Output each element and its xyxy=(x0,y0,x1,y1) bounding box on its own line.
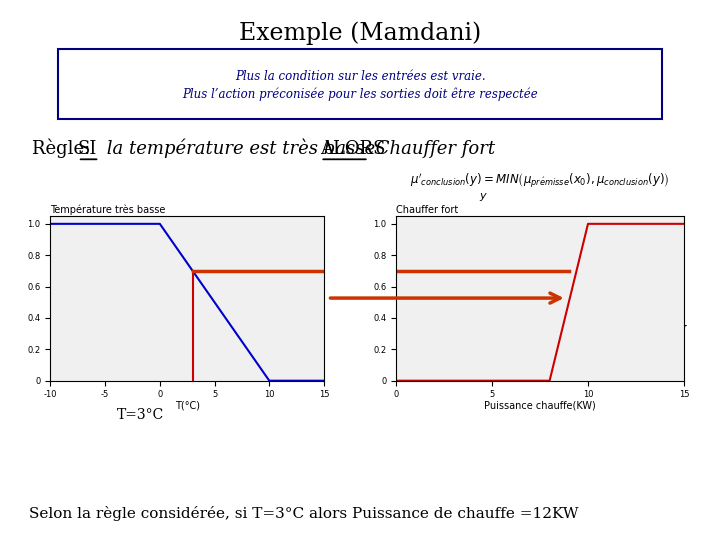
FancyBboxPatch shape xyxy=(58,49,662,119)
Text: T=3°C: T=3°C xyxy=(117,408,164,422)
Text: $\mu'_{conclusion}(y) = MIN\left(\mu_{pr\acute{e}misse}(x_0), \mu_{conclusion}(y: $\mu'_{conclusion}(y) = MIN\left(\mu_{pr… xyxy=(410,172,670,190)
Text: la température est très basse: la température est très basse xyxy=(101,139,381,158)
Text: Chauffer fort: Chauffer fort xyxy=(396,205,458,215)
X-axis label: T(°C): T(°C) xyxy=(175,401,199,411)
Text: Selon la règle considérée, si T=3°C alors Puissance de chauffe =12KW: Selon la règle considérée, si T=3°C alor… xyxy=(29,506,578,521)
Text: $y$: $y$ xyxy=(479,191,487,203)
Text: Température très basse: Température très basse xyxy=(50,205,166,215)
Text: Plus la condition sur les entrées est vraie.: Plus la condition sur les entrées est vr… xyxy=(235,70,485,83)
Text: Exemple (Mamdani): Exemple (Mamdani) xyxy=(239,22,481,45)
Text: Chauffer fort: Chauffer fort xyxy=(370,139,495,158)
Text: 12KW: 12KW xyxy=(631,323,686,341)
Text: ALORS: ALORS xyxy=(320,139,386,158)
Text: Règle:: Règle: xyxy=(32,139,96,158)
Text: Plus l’action préconisée pour les sorties doit être respectée: Plus l’action préconisée pour les sortie… xyxy=(182,87,538,102)
Text: SI: SI xyxy=(78,139,97,158)
X-axis label: Puissance chauffe(KW): Puissance chauffe(KW) xyxy=(484,401,596,411)
